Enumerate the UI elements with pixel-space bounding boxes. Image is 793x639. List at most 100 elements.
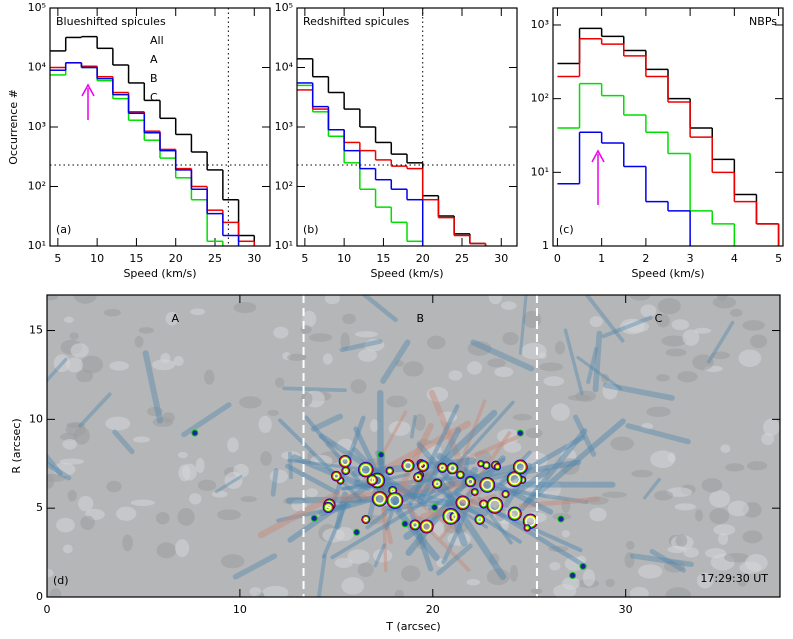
granule (438, 411, 458, 423)
contour (443, 509, 458, 524)
contour (479, 476, 496, 493)
x-tick-label: 20 (426, 603, 440, 616)
x-tick-label: 30 (619, 603, 633, 616)
granule (561, 530, 570, 538)
granule (695, 509, 704, 522)
granule (466, 579, 481, 586)
contour (524, 525, 530, 531)
contour (368, 476, 376, 484)
granule (269, 469, 288, 484)
contour (466, 478, 474, 486)
contour (445, 510, 457, 522)
y-tick-label: 5 (36, 501, 43, 514)
granule (357, 562, 374, 577)
x-tick-label: 2 (642, 252, 649, 265)
contour (419, 462, 427, 470)
granule (710, 351, 730, 360)
granule (549, 561, 561, 571)
contour (477, 460, 485, 468)
granule (629, 586, 649, 597)
contour (324, 503, 332, 511)
spicule (461, 456, 470, 489)
granule (601, 491, 627, 499)
x-tick-label: 0 (44, 603, 51, 616)
contour (482, 479, 493, 491)
contour (417, 460, 429, 472)
granule (386, 395, 408, 408)
contour (502, 491, 509, 497)
granule (447, 531, 471, 546)
region-label: B (416, 312, 424, 325)
granule (152, 417, 174, 427)
axes-frame (296, 7, 518, 247)
spicule (499, 435, 586, 487)
spicule (410, 414, 417, 439)
contour (523, 524, 531, 532)
granule (455, 453, 477, 462)
granule (334, 557, 353, 568)
granule (52, 462, 76, 477)
contour (508, 508, 521, 520)
contour (489, 499, 501, 511)
granule (281, 451, 301, 460)
granule (394, 589, 404, 597)
granule (190, 308, 206, 316)
granule (47, 295, 58, 301)
x-tick-label: 25 (455, 252, 469, 265)
x-axis-label: Speed (km/s) (123, 267, 196, 280)
granule (763, 418, 780, 437)
x-tick-label: 5 (775, 252, 782, 265)
contour (410, 520, 420, 529)
contour (420, 520, 433, 533)
contour (458, 472, 463, 477)
spicule (493, 450, 532, 492)
granule (500, 301, 517, 310)
solar-image (47, 295, 780, 597)
contour (360, 463, 372, 476)
granule (426, 335, 446, 350)
granule (524, 451, 548, 469)
granule (350, 379, 367, 394)
contour (479, 500, 488, 508)
contour (402, 459, 414, 472)
y-tick-label: 10 (29, 412, 43, 425)
granule (325, 440, 336, 448)
granule (70, 343, 89, 358)
contour (480, 478, 494, 492)
y-tick-label: 0 (36, 590, 43, 603)
granule (274, 377, 285, 388)
granule (173, 355, 184, 367)
granule (177, 507, 195, 526)
granule (177, 451, 188, 459)
granule (502, 332, 519, 346)
granule (354, 331, 378, 338)
contour (413, 472, 424, 483)
contour (389, 494, 401, 507)
granule (146, 406, 164, 417)
granule (73, 426, 90, 445)
spicule (416, 442, 456, 487)
contour (431, 478, 443, 489)
granule (560, 458, 580, 475)
granule (567, 394, 592, 401)
granule (189, 493, 202, 505)
contour (476, 516, 483, 523)
axes-frame (46, 294, 781, 598)
granule (738, 349, 762, 367)
contour (457, 471, 464, 478)
spicule (47, 357, 68, 383)
granule (287, 353, 307, 361)
spicule (518, 496, 600, 509)
spicule (403, 502, 471, 572)
contour (470, 488, 479, 496)
contour (438, 463, 447, 473)
spicule (285, 463, 340, 495)
granule (404, 497, 430, 509)
contour (370, 474, 384, 487)
granule (305, 488, 319, 498)
contour (480, 462, 482, 465)
contour (508, 473, 521, 485)
contour (501, 490, 510, 499)
contour (455, 495, 471, 511)
x-tick-label: 4 (731, 252, 738, 265)
